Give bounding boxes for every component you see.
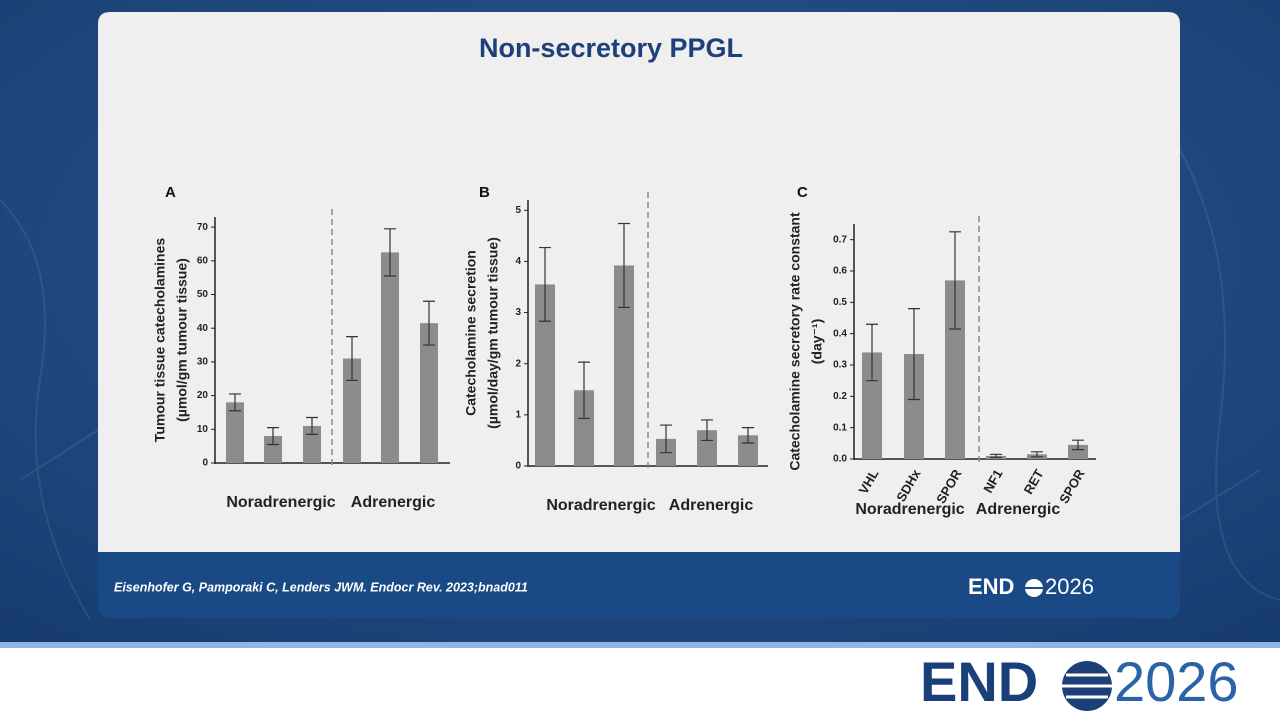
y-tick-label: 70	[197, 222, 209, 233]
bar	[535, 284, 555, 466]
error-bar	[660, 424, 672, 454]
error-bar	[742, 427, 754, 444]
footer-logo: END 2026	[920, 650, 1239, 713]
y-tick-label: 10	[197, 424, 209, 435]
y-axis-label: Catecholamine secretion	[463, 250, 479, 416]
bar	[904, 354, 924, 459]
error-bar	[1072, 439, 1084, 451]
group-label: Adrenergic	[976, 501, 1061, 518]
bar	[945, 280, 965, 459]
bar	[697, 430, 717, 466]
y-tick-label: 2	[515, 358, 521, 369]
y-axis-label: (day⁻¹)	[809, 319, 825, 365]
error-bar	[908, 308, 920, 401]
y-tick-label: 0.5	[833, 297, 847, 308]
chart-panel: B Catecholamine secretion (µmol/day/gm tum…	[463, 184, 768, 514]
slide-title: Non-secretory PPGL	[479, 33, 743, 63]
y-tick-label: 0.2	[833, 391, 847, 402]
error-bar	[1031, 451, 1043, 458]
bar	[862, 352, 882, 459]
error-bar	[949, 231, 961, 330]
error-bar	[267, 427, 279, 446]
y-tick-label: 0	[202, 458, 208, 469]
group-label: Noradrenergic	[855, 501, 964, 518]
y-tick-label: 3	[515, 307, 521, 318]
citation: Eisenhofer G, Pamporaki C, Lenders JWM. …	[114, 580, 528, 594]
logo-left: END	[920, 650, 1038, 713]
y-tick-label: 0.1	[833, 422, 847, 433]
y-tick-label: 20	[197, 390, 209, 401]
bar	[303, 425, 321, 463]
bar	[343, 358, 361, 463]
bar	[264, 436, 282, 463]
bar	[1068, 444, 1088, 459]
card-logo: END 2026	[968, 574, 1094, 599]
logo-globe-band	[1062, 673, 1112, 699]
y-tick-label: 0.7	[833, 234, 847, 245]
bar	[381, 252, 399, 463]
y-tick-label: 50	[197, 289, 209, 300]
error-bar	[618, 222, 630, 309]
y-tick-label: 60	[197, 255, 209, 266]
y-tick-label: 4	[515, 256, 521, 267]
y-tick-label: 0.6	[833, 266, 847, 277]
group-label: Noradrenergic	[226, 494, 335, 511]
bar	[614, 265, 634, 466]
error-bar	[306, 416, 318, 435]
y-axis-label: Catecholamine secretory rate constant	[787, 212, 803, 471]
chart-area	[98, 12, 1180, 552]
error-bar	[578, 361, 590, 420]
y-tick-label: 5	[515, 205, 521, 216]
y-axis-label: (µmol/gm tumour tissue)	[174, 258, 190, 422]
bar	[226, 402, 244, 463]
error-bar	[346, 336, 358, 382]
error-bar	[384, 228, 396, 277]
panel-label: A	[165, 184, 176, 201]
group-label: Adrenergic	[351, 494, 436, 511]
error-bar	[866, 323, 878, 382]
error-bar	[539, 246, 551, 322]
panel-label: C	[797, 184, 808, 201]
error-bar	[423, 300, 435, 346]
logo-left: END	[968, 574, 1014, 599]
charts: A Tumour tissue catecholamines (µmol/gm tu…	[152, 184, 1096, 518]
y-tick-label: 1	[515, 409, 521, 420]
y-tick-label: 0.4	[833, 328, 847, 339]
y-tick-label: 0.3	[833, 360, 847, 371]
bar	[574, 390, 594, 466]
logo-right: 2026	[1045, 574, 1094, 599]
error-bar	[990, 453, 1002, 459]
panel-label: B	[479, 184, 490, 201]
y-tick-label: 30	[197, 357, 209, 368]
y-tick-label: 40	[197, 323, 209, 334]
divider-band	[0, 642, 1280, 648]
y-axis-label: Tumour tissue catecholamines	[152, 238, 168, 443]
bar	[420, 323, 438, 463]
background-network	[0, 149, 1280, 621]
y-axis-label: (µmol/day/gm tumour tissue)	[485, 237, 501, 429]
group-label: Adrenergic	[669, 497, 754, 514]
error-bar	[229, 393, 241, 412]
chart-panel: A Tumour tissue catecholamines (µmol/gm tu…	[152, 184, 450, 511]
y-tick-label: 0.0	[833, 454, 847, 465]
y-tick-label: 0	[515, 461, 521, 472]
error-bar	[701, 419, 713, 442]
logo-right: 2026	[1114, 650, 1239, 713]
group-label: Noradrenergic	[546, 497, 655, 514]
